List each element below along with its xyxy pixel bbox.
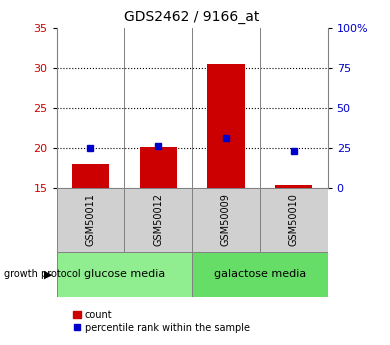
Text: galactose media: galactose media xyxy=(214,269,306,279)
Bar xyxy=(207,64,245,188)
Text: ▶: ▶ xyxy=(44,269,53,279)
Bar xyxy=(57,188,124,252)
Bar xyxy=(192,188,260,252)
Bar xyxy=(192,252,328,297)
Text: GSM50012: GSM50012 xyxy=(153,194,163,246)
Bar xyxy=(57,252,192,297)
Bar xyxy=(124,188,192,252)
Text: GSM50010: GSM50010 xyxy=(289,194,299,246)
Title: GDS2462 / 9166_at: GDS2462 / 9166_at xyxy=(124,10,260,24)
Bar xyxy=(140,147,177,188)
Text: growth protocol: growth protocol xyxy=(4,269,80,279)
Bar xyxy=(275,185,312,188)
Bar xyxy=(72,164,109,188)
Text: GSM50009: GSM50009 xyxy=(221,194,231,246)
Text: glucose media: glucose media xyxy=(84,269,165,279)
Text: GSM50011: GSM50011 xyxy=(85,194,96,246)
Bar xyxy=(260,188,328,252)
Legend: count, percentile rank within the sample: count, percentile rank within the sample xyxy=(69,306,254,337)
